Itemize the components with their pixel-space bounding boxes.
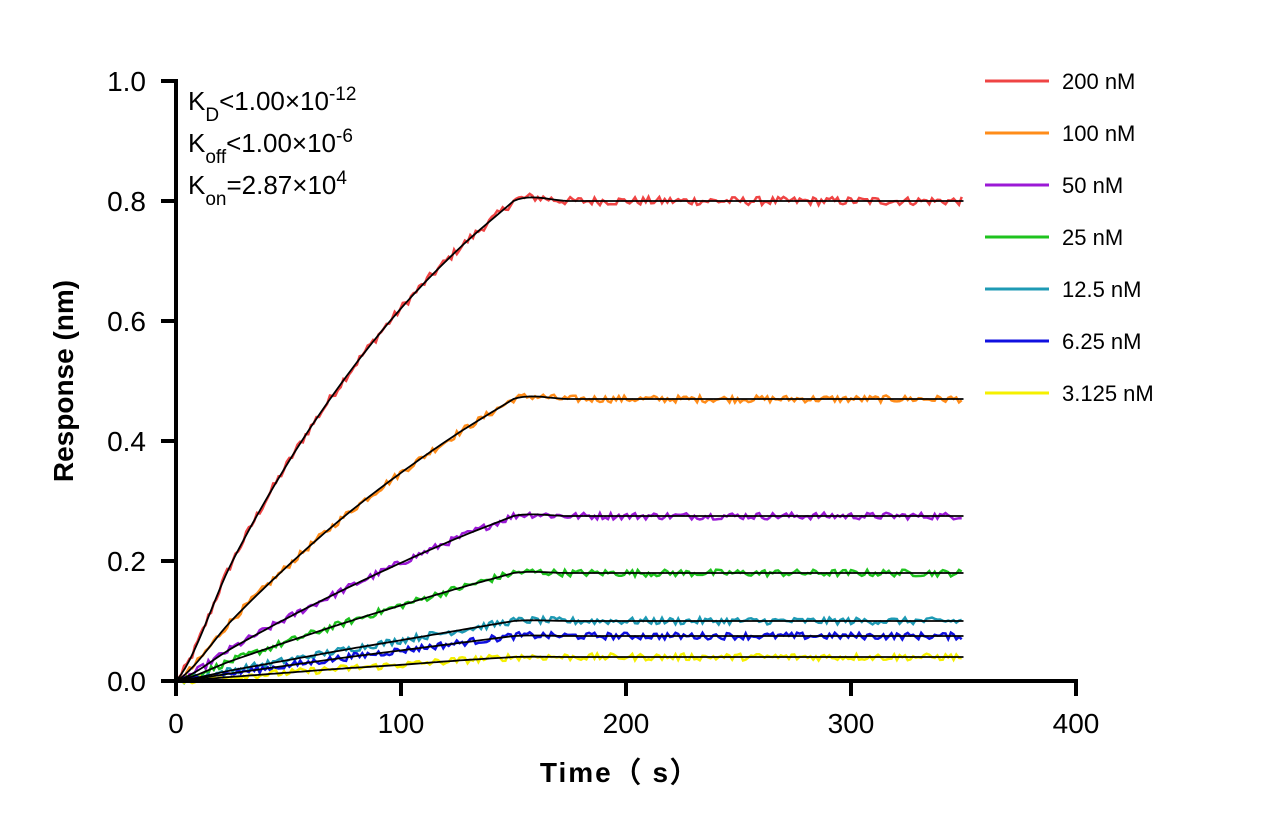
annotation-line: Kon=2.87×104 bbox=[188, 168, 347, 210]
legend-label: 25 nM bbox=[1062, 225, 1123, 250]
annotation-rest: <1.00×10 bbox=[219, 86, 329, 116]
fit-line-100-nM bbox=[175, 395, 964, 682]
annotation-sub: on bbox=[205, 189, 226, 210]
annotation-sup: -12 bbox=[329, 84, 356, 105]
annotation-rest: <1.00×10 bbox=[226, 128, 336, 158]
legend: 200 nM 100 nM 50 nM 25 nM 12.5 nM 6.25 nM 3.12… bbox=[985, 69, 1154, 406]
series-layer bbox=[175, 192, 964, 686]
annotation-main: K bbox=[188, 86, 206, 116]
x-tick-label: 400 bbox=[1053, 708, 1100, 739]
y-tick-label: 0.0 bbox=[107, 666, 146, 697]
annotation-line: Koff<1.00×10-6 bbox=[188, 126, 353, 168]
legend-label: 100 nM bbox=[1062, 121, 1135, 146]
annotation-main: K bbox=[188, 128, 206, 158]
y-tick-label: 0.8 bbox=[107, 186, 146, 217]
legend-label: 50 nM bbox=[1062, 173, 1123, 198]
annotation-main: K bbox=[188, 170, 206, 200]
annotation-rest: =2.87×10 bbox=[226, 170, 336, 200]
y-tick-label: 0.2 bbox=[107, 546, 146, 577]
annotation-sub: off bbox=[205, 147, 227, 168]
annotation-sub: D bbox=[205, 105, 219, 126]
annotation-sup: 4 bbox=[336, 168, 347, 189]
fit-line-50-nM bbox=[175, 513, 964, 682]
legend-label: 12.5 nM bbox=[1062, 277, 1142, 302]
fit-line-3-125-nM bbox=[175, 655, 964, 682]
data-line-12-5-nM bbox=[175, 614, 963, 686]
fit-line-25-nM bbox=[175, 570, 964, 682]
annotation-sup: -6 bbox=[336, 126, 353, 147]
x-tick-label: 300 bbox=[828, 708, 875, 739]
x-axis-label: Time（ s） bbox=[540, 756, 700, 788]
legend-label: 200 nM bbox=[1062, 69, 1135, 94]
fit-line-200-nM bbox=[175, 196, 964, 682]
data-line-100-nM bbox=[175, 392, 963, 683]
axes: 0 100 200 300 400 0.0 0.2 0.4 0.6 0.8 1.0 bbox=[107, 66, 1099, 739]
x-tick-label: 100 bbox=[378, 708, 425, 739]
x-tick-label: 200 bbox=[603, 708, 650, 739]
x-tick-label: 0 bbox=[168, 708, 184, 739]
data-line-200-nM bbox=[175, 192, 963, 682]
y-tick-label: 1.0 bbox=[107, 66, 146, 97]
fit-line-12-5-nM bbox=[175, 619, 964, 682]
y-tick-label: 0.6 bbox=[107, 306, 146, 337]
legend-label: 6.25 nM bbox=[1062, 329, 1142, 354]
y-tick-label: 0.4 bbox=[107, 426, 146, 457]
legend-label: 3.125 nM bbox=[1062, 381, 1154, 406]
fit-line-6-25-nM bbox=[175, 634, 964, 682]
y-axis-label: Response (nm) bbox=[48, 280, 79, 482]
annotation-line: KD<1.00×10-12 bbox=[188, 84, 356, 126]
